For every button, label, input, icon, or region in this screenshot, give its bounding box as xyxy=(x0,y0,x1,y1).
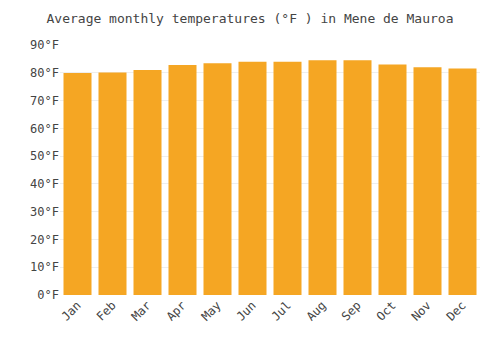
svg-text:Jan: Jan xyxy=(59,298,84,323)
svg-text:Average monthly temperatures (: Average monthly temperatures (°F ) in Me… xyxy=(47,11,454,26)
svg-text:May: May xyxy=(199,298,224,323)
svg-text:Feb: Feb xyxy=(94,298,119,323)
svg-text:50°F: 50°F xyxy=(30,149,59,163)
svg-text:10°F: 10°F xyxy=(30,260,59,274)
svg-text:20°F: 20°F xyxy=(30,233,59,247)
svg-text:Dec: Dec xyxy=(444,298,469,323)
svg-text:60°F: 60°F xyxy=(30,122,59,136)
svg-text:Apr: Apr xyxy=(164,298,189,323)
svg-text:80°F: 80°F xyxy=(30,66,59,80)
svg-text:90°F: 90°F xyxy=(30,38,59,52)
svg-text:70°F: 70°F xyxy=(30,94,59,108)
svg-text:0°F: 0°F xyxy=(37,288,59,302)
svg-text:Aug: Aug xyxy=(304,298,329,323)
svg-text:Jul: Jul xyxy=(269,298,294,323)
svg-text:Oct: Oct xyxy=(374,298,399,323)
svg-text:Jun: Jun xyxy=(234,298,259,323)
svg-text:Mar: Mar xyxy=(129,298,154,323)
svg-text:40°F: 40°F xyxy=(30,177,59,191)
svg-text:30°F: 30°F xyxy=(30,205,59,219)
svg-text:Sep: Sep xyxy=(339,298,364,323)
svg-text:Nov: Nov xyxy=(409,298,434,323)
